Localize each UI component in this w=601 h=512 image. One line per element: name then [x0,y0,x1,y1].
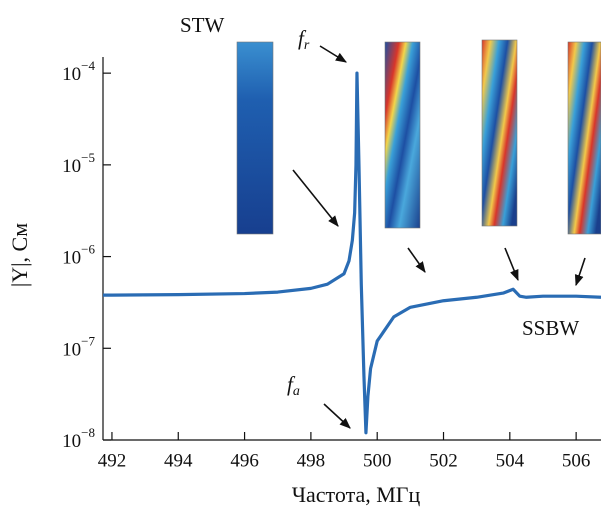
y-tick-label: 10−4 [62,58,95,85]
annotation: STW [180,13,225,37]
arrow [505,248,518,280]
mode-image [568,42,601,234]
x-tick-label: 502 [429,450,458,471]
y-tick-exponent: −4 [81,58,95,73]
annotation: fr [298,26,310,53]
y-tick-exponent: −5 [81,150,95,165]
mode-image [385,42,420,228]
data-line [103,73,601,433]
y-tick-exponent: −7 [81,333,95,348]
mode-image [482,40,517,226]
arrow [576,258,585,285]
x-tick-label: 498 [297,450,326,471]
y-tick-base: 10 [62,65,81,86]
annotation-subscript: a [293,384,300,399]
y-tick-exponent: −8 [81,425,95,440]
x-tick-label: 500 [363,450,392,471]
y-tick-base: 10 [62,431,81,452]
x-tick-label: 506 [562,450,591,471]
annotation-subscript: r [304,38,310,53]
annotation: fa [287,372,300,399]
x-tick-label: 504 [496,450,525,471]
arrow [293,170,338,226]
y-tick-exponent: −6 [81,242,95,257]
mode-images [237,40,601,234]
arrow [320,46,346,62]
x-axis-label: Частота, МГц [292,482,421,507]
arrow [408,248,425,272]
y-tick-label: 10−6 [62,242,95,269]
annotation-text: STW [180,13,225,37]
arrows [293,46,585,428]
annotation: SSBW [522,316,579,340]
x-tick-label: 494 [164,450,193,471]
chart: Частота, МГц |Y|, См 10−810−710−610−510−… [0,0,601,512]
y-tick-base: 10 [62,340,81,361]
x-tick-label: 492 [98,450,127,471]
annotation-text: SSBW [522,316,579,340]
x-tick-label: 496 [230,450,259,471]
y-tick-base: 10 [62,156,81,177]
y-tick-label: 10−7 [62,333,95,360]
y-axis-label: |Y|, См [7,223,32,287]
y-tick-label: 10−8 [62,425,95,452]
y-tick-label: 10−5 [62,150,95,177]
mode-image [237,42,273,234]
arrow [324,404,350,428]
y-tick-base: 10 [62,248,81,269]
